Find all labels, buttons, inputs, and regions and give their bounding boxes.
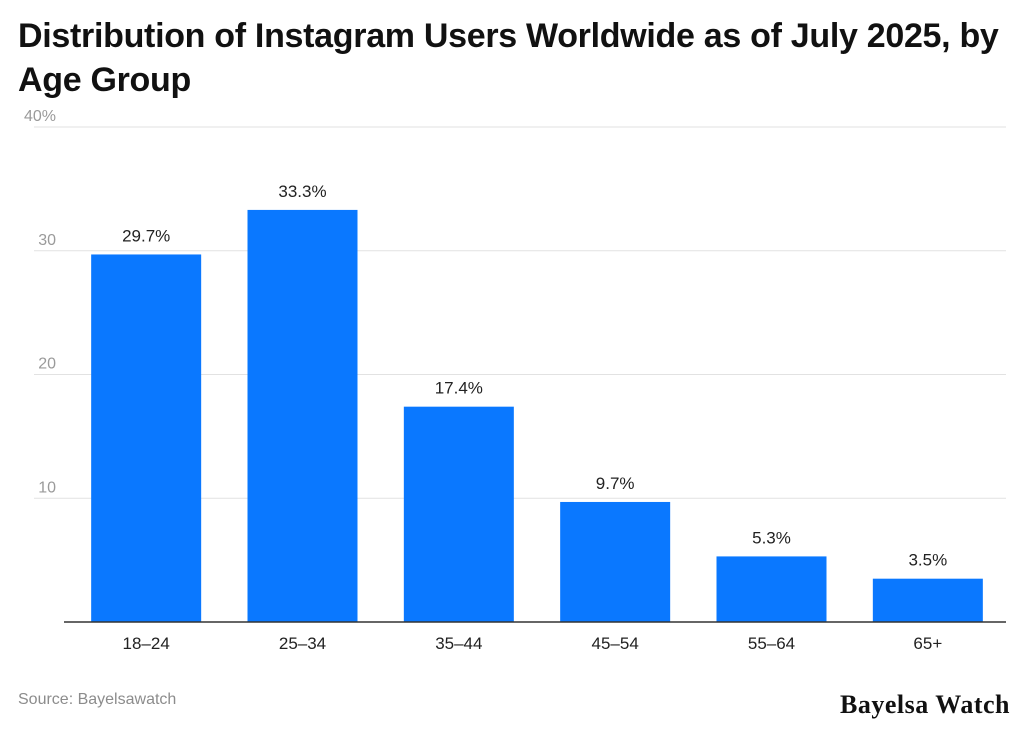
chart-title: Distribution of Instagram Users Worldwid… xyxy=(18,17,999,99)
brand-logo: Bayelsa Watch xyxy=(840,690,1010,719)
data-label: 3.5% xyxy=(908,551,947,570)
bar-65+ xyxy=(872,578,983,622)
source-note: Source: Bayelsawatch xyxy=(18,691,177,708)
y-tick-label: 20 xyxy=(38,356,56,373)
data-label: 29.7% xyxy=(122,226,170,245)
data-labels: 29.7% 33.3% 17.4% 9.7% 5.3% 3.5% xyxy=(122,182,947,570)
data-label: 9.7% xyxy=(596,474,635,493)
bar-45–54 xyxy=(560,501,671,622)
data-label: 5.3% xyxy=(752,528,791,547)
x-tick-label: 18–24 xyxy=(123,634,170,653)
y-tick-label: 40% xyxy=(24,108,56,125)
data-label: 33.3% xyxy=(278,182,326,201)
data-label: 17.4% xyxy=(435,379,483,398)
x-tick-label: 65+ xyxy=(913,634,942,653)
x-tick-label: 45–54 xyxy=(592,634,639,653)
x-tick-label: 55–64 xyxy=(748,634,795,653)
axes: 10 20 30 40% 18–24 25–34 35–44 45–54 55–64 65+ xyxy=(24,108,1006,653)
x-tick-label: 25–34 xyxy=(279,634,326,653)
bar-35–44 xyxy=(403,406,514,622)
x-tick-label: 35–44 xyxy=(435,634,482,653)
y-tick-label: 30 xyxy=(38,232,56,249)
bar-55–64 xyxy=(716,556,827,622)
y-tick-label: 10 xyxy=(38,479,56,496)
bar-18–24 xyxy=(91,254,202,622)
bar-25–34 xyxy=(247,209,358,622)
bars xyxy=(91,209,983,622)
